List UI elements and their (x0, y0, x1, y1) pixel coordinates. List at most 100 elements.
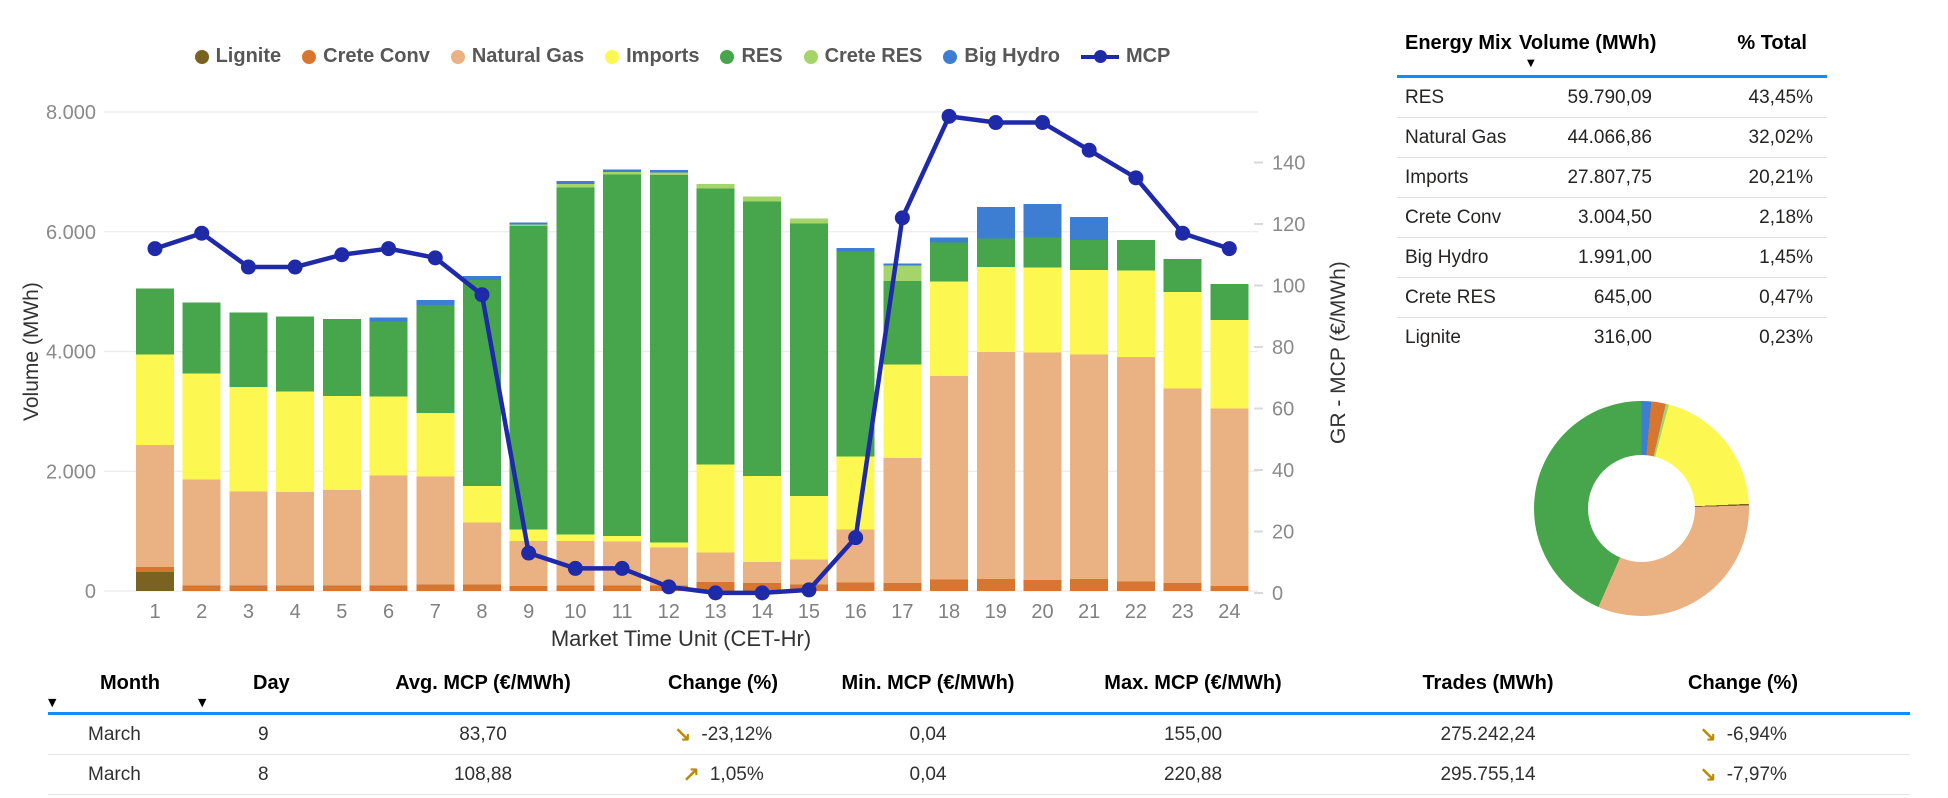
bar-segment-crete-conv[interactable] (1023, 579, 1062, 591)
bar-segment-crete-conv[interactable] (883, 583, 922, 591)
bar-segment-crete-conv[interactable] (509, 585, 548, 591)
bar-hour-24[interactable] (1210, 283, 1249, 591)
mcp-point-hour-23[interactable] (1175, 225, 1191, 241)
bar-segment-natural-gas[interactable] (1210, 408, 1249, 586)
legend-item-crete-res[interactable]: Crete RES (803, 45, 922, 68)
bar-segment-res[interactable] (930, 242, 969, 282)
bar-segment-res[interactable] (1210, 283, 1249, 320)
bar-hour-1[interactable] (136, 288, 174, 591)
mcp-point-hour-2[interactable] (194, 225, 210, 241)
legend-item-mcp[interactable]: MCP (1080, 45, 1170, 68)
bar-segment-big-hydro[interactable] (462, 276, 501, 280)
bar-hour-15[interactable] (789, 218, 828, 591)
bar-segment-big-hydro[interactable] (1023, 204, 1062, 238)
bar-segment-res[interactable] (1116, 240, 1155, 271)
bar-segment-crete-res[interactable] (509, 224, 548, 227)
bar-segment-natural-gas[interactable] (930, 376, 969, 580)
bar-segment-big-hydro[interactable] (416, 300, 455, 306)
bar-segment-natural-gas[interactable] (976, 352, 1015, 580)
bar-segment-natural-gas[interactable] (182, 479, 221, 586)
bar-segment-crete-conv[interactable] (556, 585, 595, 591)
bar-segment-crete-conv[interactable] (1070, 579, 1109, 591)
trades-column-header[interactable]: Trades (MWh) (1422, 672, 1554, 694)
mcp-point-hour-10[interactable] (567, 560, 583, 576)
bar-hour-4[interactable] (276, 316, 315, 591)
mcp-point-hour-21[interactable] (1081, 142, 1097, 158)
avg-mcp-column-header[interactable]: Avg. MCP (€/MWh) (395, 672, 571, 694)
bar-segment-res[interactable] (696, 188, 735, 465)
bar-segment-natural-gas[interactable] (1116, 357, 1155, 582)
bar-segment-crete-conv[interactable] (1116, 581, 1155, 591)
legend-item-lignite[interactable]: Lignite (194, 45, 281, 68)
bar-segment-imports[interactable] (276, 391, 315, 493)
bar-segment-crete-res[interactable] (743, 196, 782, 202)
day-column-header[interactable]: Day ▼ (198, 672, 290, 709)
bar-segment-res[interactable] (229, 312, 268, 387)
bar-segment-res[interactable] (1070, 240, 1109, 271)
bar-segment-imports[interactable] (369, 396, 408, 476)
bar-segment-res[interactable] (976, 238, 1015, 268)
bar-hour-23[interactable] (1163, 258, 1202, 591)
mcp-point-hour-16[interactable] (848, 530, 864, 546)
bar-segment-imports[interactable] (789, 496, 828, 560)
mcp-point-hour-7[interactable] (427, 250, 443, 266)
bar-segment-crete-conv[interactable] (322, 585, 361, 591)
bar-segment-res[interactable] (136, 288, 174, 355)
bar-segment-res[interactable] (649, 174, 688, 543)
bar-segment-res[interactable] (416, 305, 455, 414)
bar-hour-13[interactable] (696, 183, 735, 591)
bar-segment-crete-res[interactable] (883, 265, 922, 281)
bar-segment-imports[interactable] (649, 542, 688, 548)
bar-segment-crete-conv[interactable] (369, 585, 408, 591)
bar-segment-res[interactable] (182, 302, 221, 374)
mcp-point-hour-20[interactable] (1034, 115, 1050, 131)
bar-segment-imports[interactable] (556, 534, 595, 542)
energy-mix-row-res[interactable]: RES 59.790,09 43,45% (1397, 78, 1827, 117)
bar-segment-imports[interactable] (509, 529, 548, 542)
bar-segment-crete-conv[interactable] (836, 582, 875, 591)
daily-mcp-row-march-8[interactable]: March 8 108,88 ↗ 1,05% 0,04 220,88 295.755,14 ↘ -… (48, 755, 1910, 795)
bar-segment-imports[interactable] (136, 354, 174, 445)
mcp-point-hour-18[interactable] (941, 108, 957, 124)
bar-segment-natural-gas[interactable] (696, 552, 735, 583)
bar-segment-crete-res[interactable] (556, 184, 595, 188)
bar-hour-22[interactable] (1116, 240, 1155, 591)
bar-hour-21[interactable] (1070, 217, 1109, 591)
bar-segment-res[interactable] (322, 319, 361, 396)
bar-segment-natural-gas[interactable] (322, 489, 361, 586)
daily-mcp-row-march-9[interactable]: March 9 83,70 ↘ -23,12% 0,04 155,00 275.242,24 ↘… (48, 715, 1910, 755)
bar-segment-res[interactable] (369, 321, 408, 397)
energy-mix-row-natural-gas[interactable]: Natural Gas 44.066,86 32,02% (1397, 117, 1827, 157)
bar-segment-crete-res[interactable] (603, 171, 642, 175)
bar-segment-natural-gas[interactable] (369, 475, 408, 586)
mcp-point-hour-14[interactable] (754, 585, 770, 601)
bar-segment-crete-conv[interactable] (976, 579, 1015, 591)
energy-mix-row-crete-res[interactable]: Crete RES 645,00 0,47% (1397, 277, 1827, 317)
bar-segment-res[interactable] (789, 223, 828, 497)
bar-segment-natural-gas[interactable] (136, 444, 174, 567)
change-column-header[interactable]: Change (%) (668, 672, 778, 694)
bar-segment-res[interactable] (836, 251, 875, 457)
bar-segment-crete-conv[interactable] (416, 584, 455, 591)
bar-segment-imports[interactable] (1023, 267, 1062, 353)
mcp-point-hour-5[interactable] (334, 247, 350, 263)
mcp-point-hour-24[interactable] (1221, 241, 1237, 257)
mcp-point-hour-17[interactable] (894, 210, 910, 226)
bar-hour-18[interactable] (930, 237, 969, 591)
bar-hour-14[interactable] (743, 196, 782, 591)
month-column-header[interactable]: Month ▼ (48, 672, 160, 709)
day-sort-icon[interactable]: ▼ (198, 696, 207, 709)
mcp-point-hour-19[interactable] (988, 115, 1004, 131)
energy-mix-row-crete-conv[interactable]: Crete Conv 3.004,50 2,18% (1397, 197, 1827, 237)
bar-segment-imports[interactable] (1116, 270, 1155, 358)
mcp-point-hour-6[interactable] (381, 241, 397, 257)
bar-segment-natural-gas[interactable] (789, 559, 828, 585)
bar-segment-imports[interactable] (603, 535, 642, 542)
bar-segment-imports[interactable] (836, 456, 875, 530)
bar-segment-imports[interactable] (883, 364, 922, 459)
bar-segment-imports[interactable] (1070, 270, 1109, 355)
mcp-point-hour-13[interactable] (708, 585, 724, 601)
bar-segment-natural-gas[interactable] (462, 522, 501, 585)
mcp-point-hour-22[interactable] (1128, 170, 1144, 186)
bar-segment-imports[interactable] (930, 281, 969, 377)
